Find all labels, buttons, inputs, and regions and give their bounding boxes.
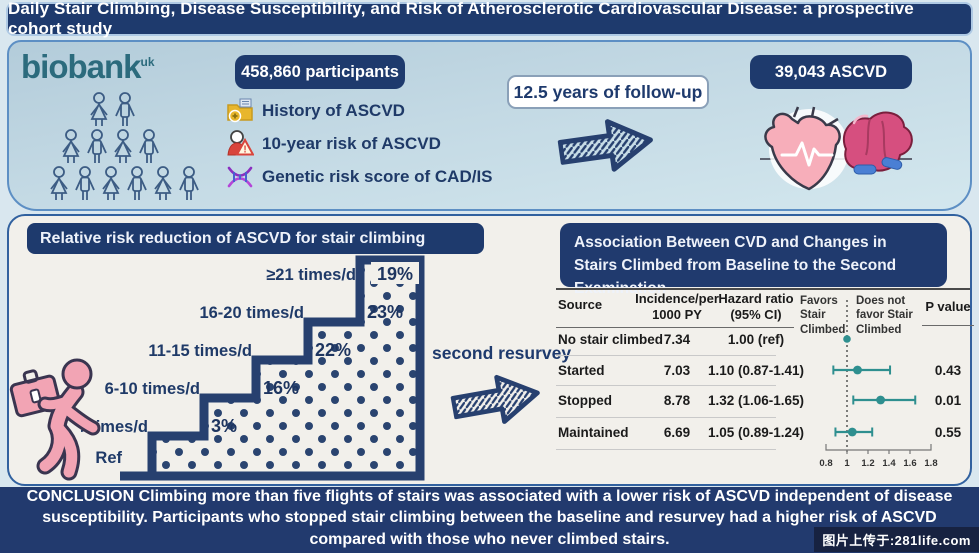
study-title: Daily Stair Climbing, Disease Susceptibi… [8, 0, 914, 38]
row-incidence: 8.78 [663, 393, 691, 408]
stair-chart: Ref 1-5 times/d 3% 6-10 times/d 16% 11-1… [81, 255, 425, 481]
list-item: Genetic risk score of CAD/IS [226, 160, 493, 193]
logo-sup: uk [140, 55, 155, 69]
row-source: Started [558, 363, 605, 378]
list-item: ! 10-year risk of ASCVD [226, 127, 493, 160]
stair-ref-label: Ref [95, 449, 122, 467]
stair-step-label: ≥21 times/d [266, 266, 356, 284]
row-incidence: 6.69 [663, 425, 691, 440]
row-pvalue [922, 329, 974, 351]
followup-badge: 12.5 years of follow-up [507, 75, 709, 109]
axis-tick: 1.2 [861, 458, 874, 469]
row-incidence: 7.34 [663, 332, 691, 347]
stair-step-label: 11-15 times/d [148, 342, 252, 360]
favors-label: Favors Stair Climbed [800, 295, 846, 336]
row-pvalue: 0.43 [934, 363, 962, 378]
dna-icon [227, 166, 253, 187]
stair-step-label: 6-10 times/d [105, 380, 200, 398]
row-incidence: 7.03 [663, 363, 691, 378]
axis-tick: 0.8 [819, 458, 832, 469]
svg-text:!: ! [243, 145, 246, 156]
title-bar: Daily Stair Climbing, Disease Susceptibi… [6, 0, 973, 38]
row-source: Maintained [558, 425, 629, 440]
row-hazard: 1.10 (0.87-1.41) [707, 363, 805, 378]
col-header-incidence: Incidence/per 1000 PY [635, 291, 719, 322]
not-favors-label: Does not favor Stair Climbed [856, 295, 913, 336]
ascvd-count-badge: 39,043 ASCVD [750, 55, 912, 89]
row-source: No stair climbed [558, 332, 664, 347]
association-table: Source Incidence/per 1000 PY Hazard rati… [554, 288, 974, 488]
col-header-hazard: Hazard ratio (95% CI) [718, 291, 794, 322]
uk-biobank-logo: biobankuk [21, 48, 155, 86]
resurvey-label: second resurvey [432, 343, 572, 363]
header-rule [556, 327, 794, 328]
conclusion-text: CONCLUSION Climbing more than five fligh… [26, 488, 953, 548]
row-pvalue: 0.01 [934, 393, 962, 408]
association-title: Association Between CVD and Changes in S… [560, 223, 947, 297]
list-item: History of ASCVD [226, 94, 493, 127]
axis-tick: 1 [844, 458, 850, 469]
row-divider [556, 355, 776, 356]
axis-tick: 1.4 [882, 458, 896, 469]
results-panel: Relative risk reduction of ASCVD for sta… [7, 214, 974, 488]
followup-text: 12.5 years of follow-up [513, 81, 703, 102]
row-divider [556, 417, 776, 418]
stair-step-value: 22% [315, 340, 351, 360]
measure-label: Genetic risk score of CAD/IS [262, 166, 493, 186]
stair-step-value: 3% [211, 416, 237, 436]
measure-label: History of ASCVD [262, 100, 405, 120]
table-border [556, 288, 970, 290]
row-hazard: 1.32 (1.06-1.65) [707, 393, 805, 408]
cohort-panel: biobankuk 458,860 participants [7, 40, 972, 211]
row-divider [556, 449, 776, 450]
axis-tick: 1.6 [903, 458, 916, 469]
hr-axis [825, 444, 932, 454]
forest-markers [832, 335, 917, 437]
row-divider [556, 385, 776, 386]
stair-step-value: 16% [263, 378, 299, 398]
participants-badge: 458,860 participants [235, 55, 405, 89]
stair-step-value: 23% [367, 302, 403, 322]
pvalue-rule [922, 325, 974, 326]
patient-warning-icon: ! [227, 130, 254, 156]
participants-count: 458,860 participants [241, 62, 399, 81]
participants-crowd-icon [50, 92, 199, 201]
stair-step-label: 16-20 times/d [199, 304, 304, 322]
stair-chart-title: Relative risk reduction of ASCVD for sta… [27, 223, 484, 254]
baseline-measures-list: History of ASCVD ! 10-year risk of ASCVD… [226, 94, 493, 193]
heart-brain-icon [760, 106, 913, 191]
folder-plus-icon [227, 98, 253, 123]
row-pvalue: 0.55 [934, 425, 962, 440]
watermark: 图片上传于:281life.com [814, 527, 979, 552]
row-hazard: 1.05 (0.89-1.24) [707, 425, 805, 440]
measure-label: 10-year risk of ASCVD [262, 133, 441, 153]
axis-tick: 1.8 [924, 458, 937, 469]
row-hazard: 1.00 (ref) [727, 332, 785, 347]
climber-icon [9, 358, 101, 481]
brain-part [843, 111, 913, 175]
col-header-pvalue: P value [925, 299, 971, 314]
col-header-source: Source [558, 297, 603, 312]
resurvey-arrow-icon [450, 374, 540, 424]
row-source: Stopped [558, 393, 612, 408]
flow-arrow-icon [557, 119, 653, 172]
logo-text: biobank [21, 48, 142, 85]
stair-step-value: 19% [377, 264, 413, 284]
staircase-shape [147, 255, 425, 481]
ascvd-count: 39,043 ASCVD [774, 62, 888, 81]
